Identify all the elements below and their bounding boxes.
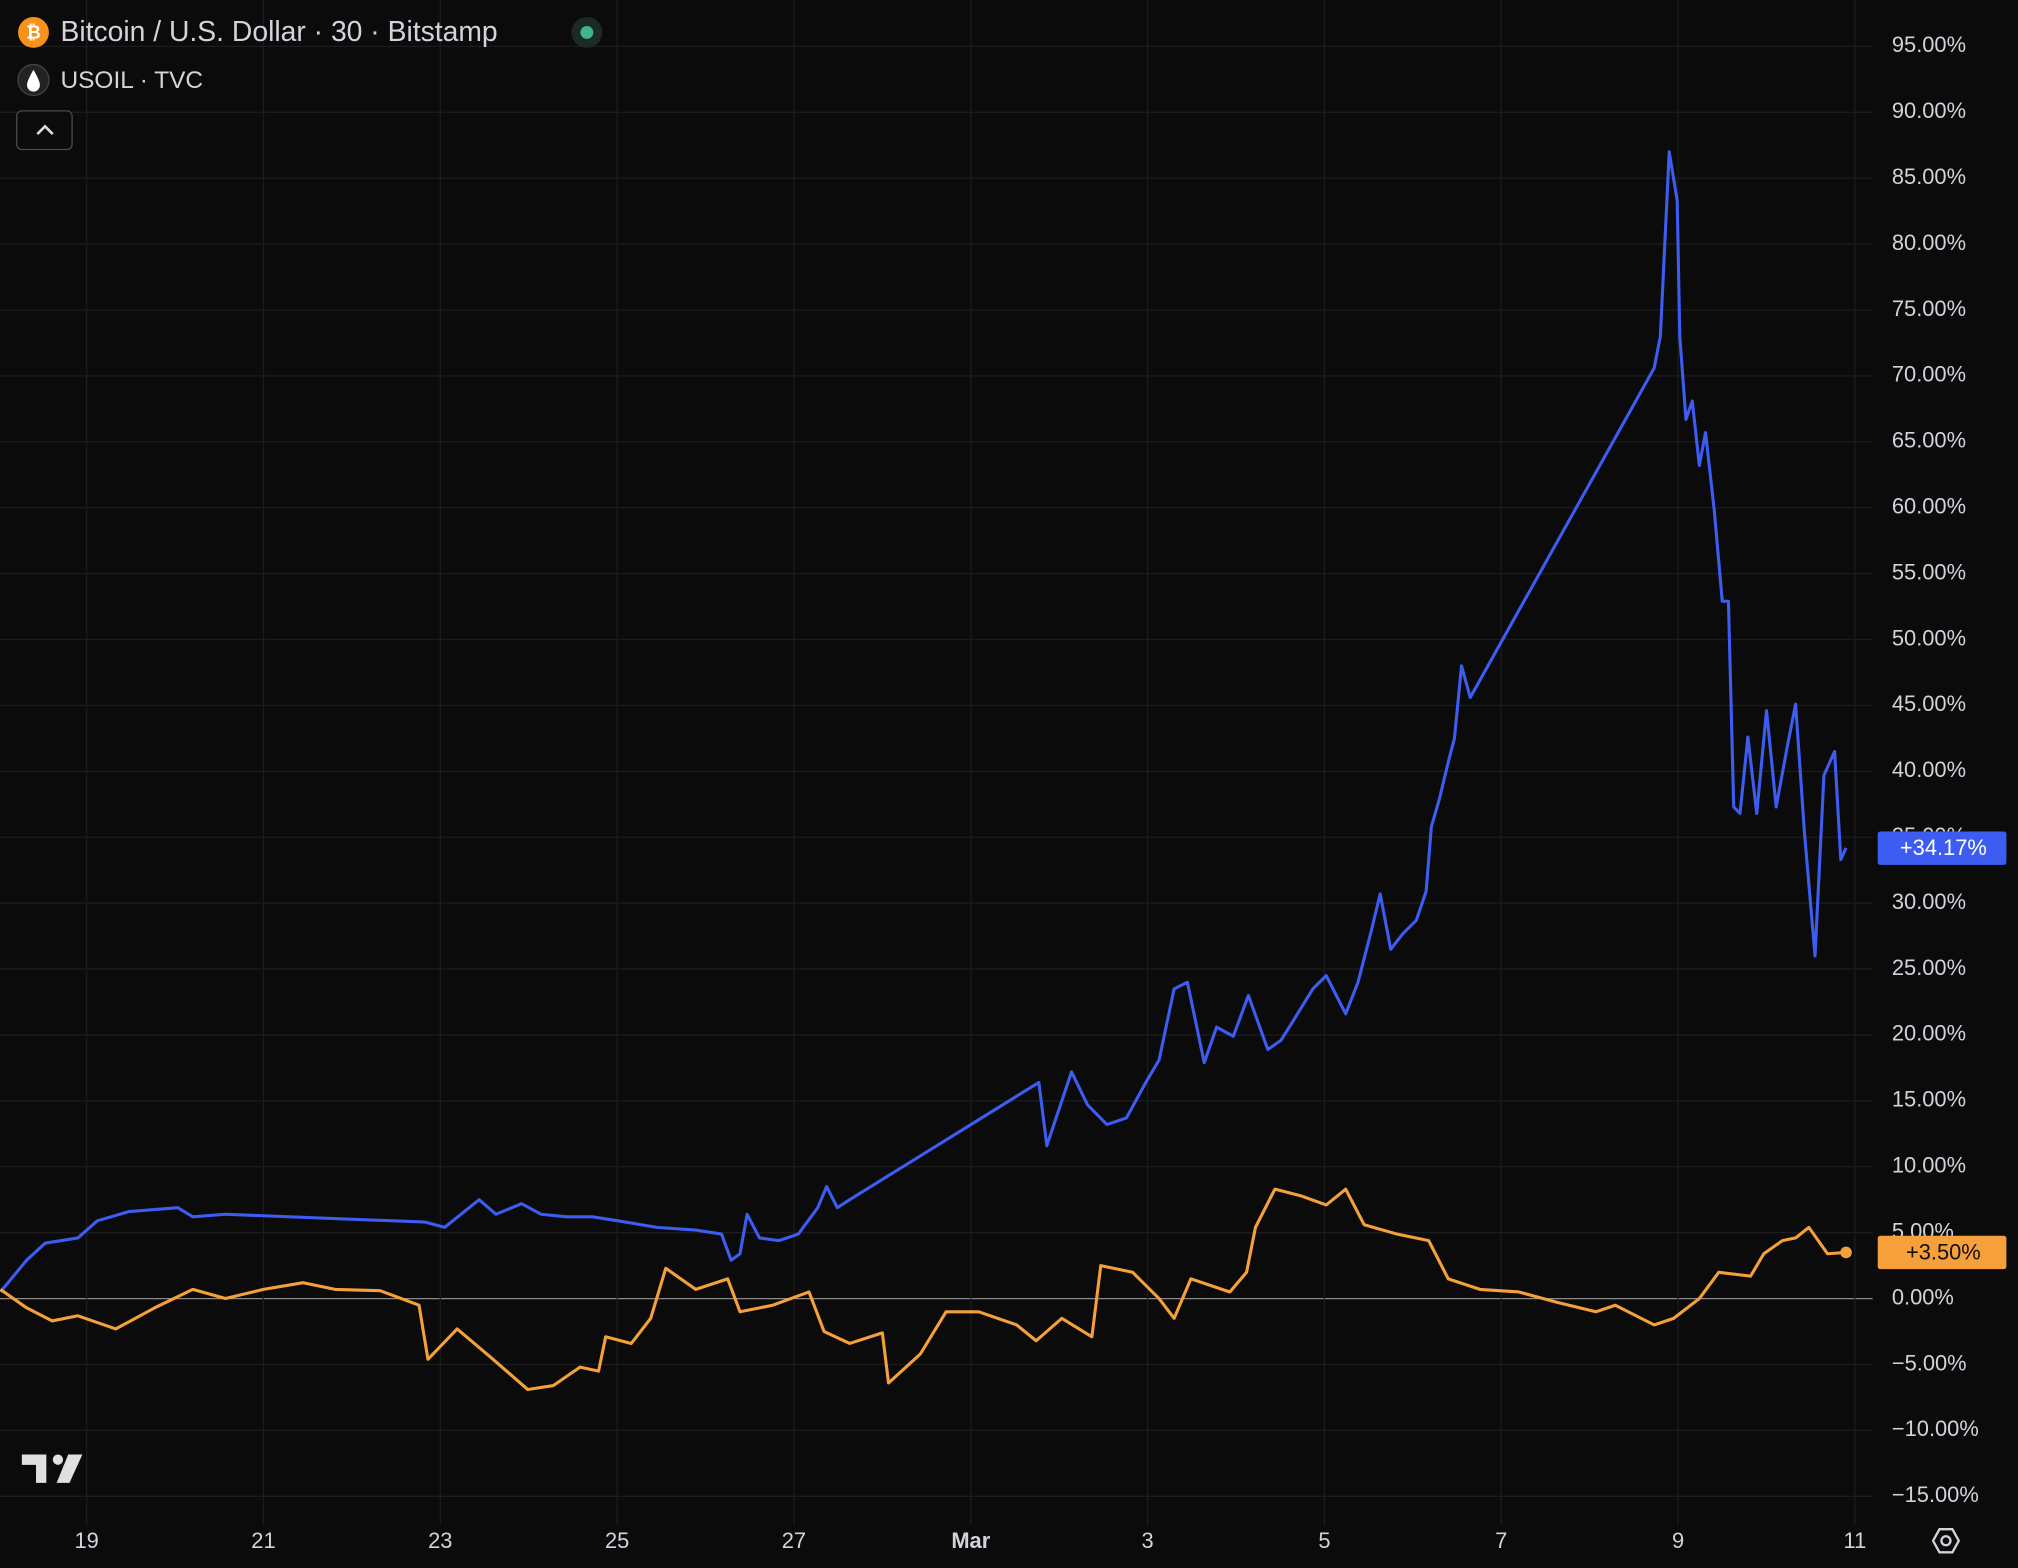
y-tick-label: 70.00% [1892, 362, 1966, 387]
last-value-badge [1877, 1235, 2007, 1270]
y-tick-label: −15.00% [1892, 1482, 1979, 1507]
legend-entry: USOIL · TVC [60, 67, 203, 94]
x-tick-label: 11 [1844, 1528, 1867, 1553]
y-tick-label: 15.00% [1892, 1087, 1966, 1112]
y-tick-label: 20.00% [1892, 1021, 1966, 1046]
y-tick-label: 40.00% [1892, 757, 1966, 782]
y-tick-label: −5.00% [1892, 1350, 1967, 1375]
y-tick-label: 65.00% [1892, 428, 1966, 453]
y-tick-label: 90.00% [1892, 98, 1966, 123]
x-tick-label: 5 [1318, 1528, 1330, 1553]
settings-icon [1931, 1528, 1961, 1554]
y-tick-label: 10.00% [1892, 1153, 1966, 1178]
y-tick-label: −10.00% [1892, 1416, 1979, 1441]
y-tick-label: 25.00% [1892, 955, 1966, 980]
grid [0, 0, 1873, 1526]
oil-icon-glyph [27, 69, 40, 92]
y-tick-label: 75.00% [1892, 296, 1966, 321]
y-tick-label: 55.00% [1892, 559, 1966, 584]
series-line [0, 1187, 1847, 1392]
x-tick-label: 9 [1672, 1528, 1684, 1553]
status-dot [580, 25, 594, 39]
last-value-label: +34.17% [1900, 835, 1987, 860]
collapse-button[interactable] [16, 110, 73, 151]
y-tick-label: 95.00% [1892, 32, 1966, 57]
y-tick-label: 50.00% [1892, 625, 1966, 650]
logo-part [21, 1454, 47, 1483]
x-tick-label: 23 [428, 1528, 452, 1553]
y-tick-label: 0.00% [1892, 1284, 1954, 1309]
settings-button[interactable] [1931, 1528, 1961, 1554]
x-tick-label: 3 [1142, 1528, 1154, 1553]
x-tick-label: 7 [1495, 1528, 1507, 1553]
x-tick-label: 25 [605, 1528, 629, 1553]
x-tick-label: 21 [251, 1528, 275, 1553]
x-tick-label: 19 [74, 1528, 98, 1553]
logo-part [56, 1454, 83, 1483]
legend: ₿ Bitcoin / U.S. Dollar · 30 · Bitstamp … [16, 15, 603, 151]
y-tick-label: 60.00% [1892, 493, 1966, 518]
y-tick-label: 45.00% [1892, 691, 1966, 716]
bitcoin-icon-glyph: ₿ [26, 22, 41, 42]
x-tick-label: Mar [951, 1528, 990, 1553]
y-tick-label: 80.00% [1892, 230, 1966, 255]
y-tick-label: 85.00% [1892, 164, 1966, 189]
logo-part [52, 1454, 64, 1465]
legend-entry: Bitcoin / U.S. Dollar · 30 · Bitstamp [60, 15, 497, 47]
series-line [0, 150, 1848, 1293]
bitcoin-icon [18, 16, 49, 48]
last-value-badge [1877, 831, 2007, 865]
collapse-icon [36, 124, 54, 135]
y-tick-label: 30.00% [1892, 889, 1966, 914]
x-tick-label: 27 [782, 1528, 806, 1553]
plot [0, 150, 1852, 1392]
logo [21, 1454, 83, 1483]
last-point [1840, 1246, 1852, 1259]
settings-icon [1940, 1535, 1952, 1547]
last-value-label: +3.50% [1906, 1240, 1981, 1265]
axes: −15.00%−10.00%−5.00%0.00%5.00%10.00%15.0… [74, 32, 2007, 1553]
